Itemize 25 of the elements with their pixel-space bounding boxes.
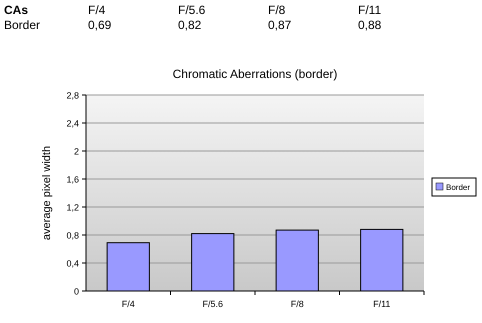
y-tick-label: 1,2 <box>66 202 79 212</box>
chart-title: Chromatic Aberrations (border) <box>172 67 338 81</box>
category-label: F/4 <box>88 3 106 17</box>
y-tick-label: 2,4 <box>66 118 79 128</box>
data-label: 0,88 <box>358 18 382 32</box>
category-label: F/5.6 <box>178 3 206 17</box>
x-tick-label: F/8 <box>290 299 304 309</box>
data-label: 0,69 <box>88 18 112 32</box>
data-label: 0,82 <box>178 18 202 32</box>
text: Border <box>4 18 40 32</box>
x-tick-label: F/5.6 <box>202 299 224 309</box>
legend-label: Border <box>446 183 470 192</box>
category-label: F/11 <box>358 3 382 17</box>
y-tick-label: 1,6 <box>66 174 79 184</box>
y-tick-label: 0,4 <box>66 258 79 268</box>
category-label: F/8 <box>268 3 286 17</box>
data-label: 0,87 <box>268 18 292 32</box>
y-tick-label: 2 <box>74 146 79 156</box>
y-axis-title: average pixel width <box>41 146 53 240</box>
y-tick-label: 2,8 <box>66 90 79 100</box>
x-tick-label: F/4 <box>122 299 135 309</box>
text: CAs <box>4 3 28 17</box>
y-tick-label: 0 <box>74 286 79 296</box>
y-tick-label: 0,8 <box>66 230 79 240</box>
x-tick-label: F/11 <box>373 299 390 309</box>
